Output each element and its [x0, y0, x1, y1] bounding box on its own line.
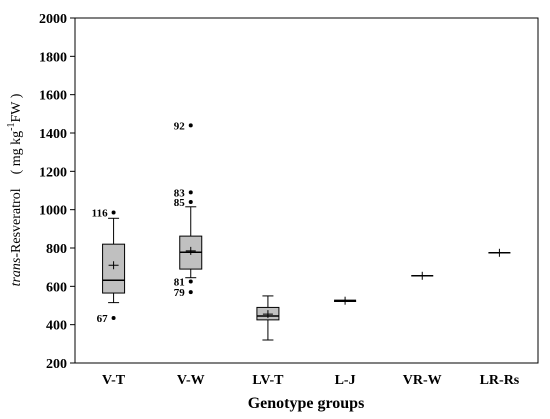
- y-axis-title-sup: -1: [6, 123, 17, 131]
- y-tick-label: 400: [46, 319, 67, 334]
- outlier-label: 67: [97, 313, 109, 325]
- outlier-label: 83: [174, 187, 186, 199]
- x-category-label: L-J: [335, 373, 356, 388]
- outlier-point: [111, 210, 116, 215]
- box-group-vr-w: [411, 271, 434, 280]
- y-axis-title-italic: trans: [9, 257, 24, 286]
- y-tick-label: 800: [46, 242, 67, 257]
- outlier-label: 79: [174, 287, 186, 299]
- y-axis-title: trans-Resveratrol ( mg kg-1FW ): [6, 93, 24, 286]
- outlier-point: [188, 200, 193, 204]
- outlier-point: [188, 123, 193, 128]
- x-category-label: LV-T: [252, 373, 284, 388]
- y-tick-label: 600: [46, 280, 67, 295]
- outlier-point: [188, 279, 193, 284]
- y-tick-label: 1000: [39, 204, 67, 219]
- outlier-label: 116: [92, 208, 108, 220]
- outlier-label: 85: [174, 197, 186, 209]
- outlier-label: 92: [174, 120, 186, 132]
- outlier-point: [188, 290, 193, 295]
- x-category-label: VR-W: [403, 373, 442, 388]
- x-category-label: V-W: [177, 373, 205, 388]
- y-tick-label: 1200: [39, 165, 67, 180]
- box-group-lr-rs: [488, 248, 511, 257]
- outlier-point: [188, 190, 193, 195]
- y-axis-title-main: -Resveratrol ( mg kg: [9, 131, 24, 258]
- y-tick-label: 1600: [39, 89, 67, 104]
- plot-frame: [74, 17, 539, 364]
- box-group-v-t: 116 67: [92, 208, 126, 325]
- box-group-lv-t: [256, 295, 280, 341]
- y-tick-label: 1400: [39, 127, 67, 142]
- outlier-point: [111, 315, 116, 320]
- x-category-label: LR-Rs: [480, 373, 520, 388]
- y-tick-label: 2000: [39, 12, 67, 27]
- outlier-label: 81: [174, 277, 185, 289]
- x-axis: V-T V-W LV-T L-J VR-W LR-Rs: [102, 373, 520, 388]
- y-tick-label: 1800: [39, 50, 67, 65]
- box-group-l-j: [334, 296, 357, 305]
- x-category-label: V-T: [102, 373, 126, 388]
- y-tick-label: 200: [46, 357, 67, 372]
- y-axis: 200 400 600 800 1000 1200 1400 1600 1800 2000: [39, 12, 75, 372]
- x-axis-title: Genotype groups: [248, 395, 365, 412]
- y-axis-title-after: FW ): [9, 93, 24, 122]
